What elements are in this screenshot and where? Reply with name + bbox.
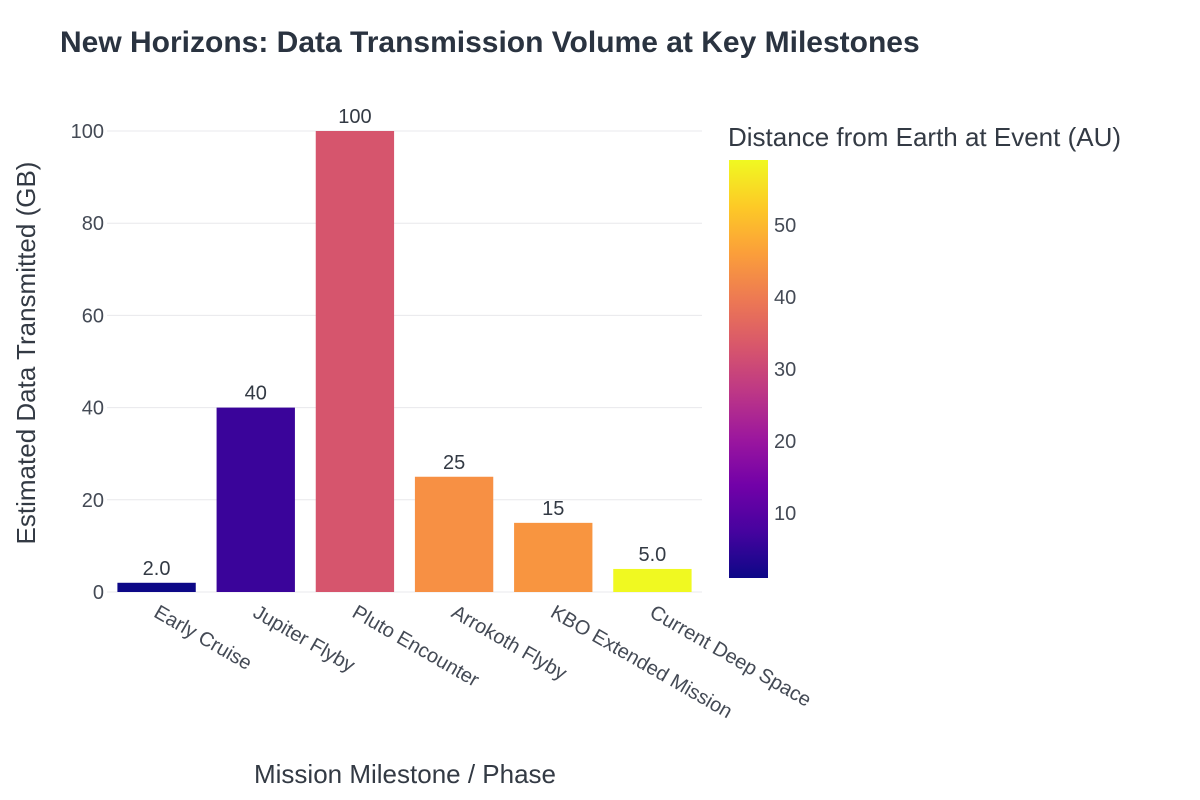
bar-value-label: 15	[542, 498, 564, 520]
bar	[514, 522, 593, 592]
y-tick-labels: 0 20 40 60 80 100	[71, 121, 104, 604]
colorbar: Distance from Earth at Event (AU) 10 20 30…	[728, 122, 1121, 578]
x-axis-title: Mission Milestone / Phase	[254, 759, 556, 789]
y-tick-label: 60	[82, 305, 104, 327]
colorbar-scale	[729, 160, 768, 578]
bar-value-label: 2.0	[143, 558, 171, 580]
colorbar-tick-label: 40	[774, 287, 796, 309]
chart-title: New Horizons: Data Transmission Volume a…	[60, 26, 920, 59]
colorbar-tick-label: 20	[774, 431, 796, 453]
x-tick-label: Current Deep Space	[646, 601, 815, 711]
gridlines	[107, 130, 702, 593]
y-tick-label: 40	[82, 398, 104, 420]
y-tick-label: 0	[93, 582, 104, 604]
bars: 2.0 40 100 25 15 5.0	[117, 106, 692, 592]
bar	[216, 407, 295, 592]
colorbar-tick-labels: 10 20 30 40 50	[774, 215, 796, 525]
x-tick-label: Early Cruise	[150, 601, 255, 675]
bar-value-label: 25	[443, 452, 465, 474]
bar	[613, 568, 692, 592]
bar-value-label: 100	[338, 106, 371, 128]
y-tick-label: 80	[82, 213, 104, 235]
bar-value-label: 40	[245, 383, 267, 405]
bar	[315, 131, 395, 592]
bar	[414, 476, 494, 592]
x-tick-label: KBO Extended Mission	[547, 601, 736, 723]
x-tick-label: Jupiter Flyby	[249, 601, 358, 677]
colorbar-title: Distance from Earth at Event (AU)	[728, 122, 1121, 152]
colorbar-tick-label: 30	[774, 359, 796, 381]
bar	[117, 582, 196, 592]
colorbar-tick-label: 50	[774, 215, 796, 237]
y-tick-label: 20	[82, 490, 104, 512]
colorbar-tick-label: 10	[774, 503, 796, 525]
bar-value-label: 5.0	[639, 544, 667, 566]
y-tick-label: 100	[71, 121, 104, 143]
y-axis-title: Estimated Data Transmitted (GB)	[11, 162, 41, 545]
